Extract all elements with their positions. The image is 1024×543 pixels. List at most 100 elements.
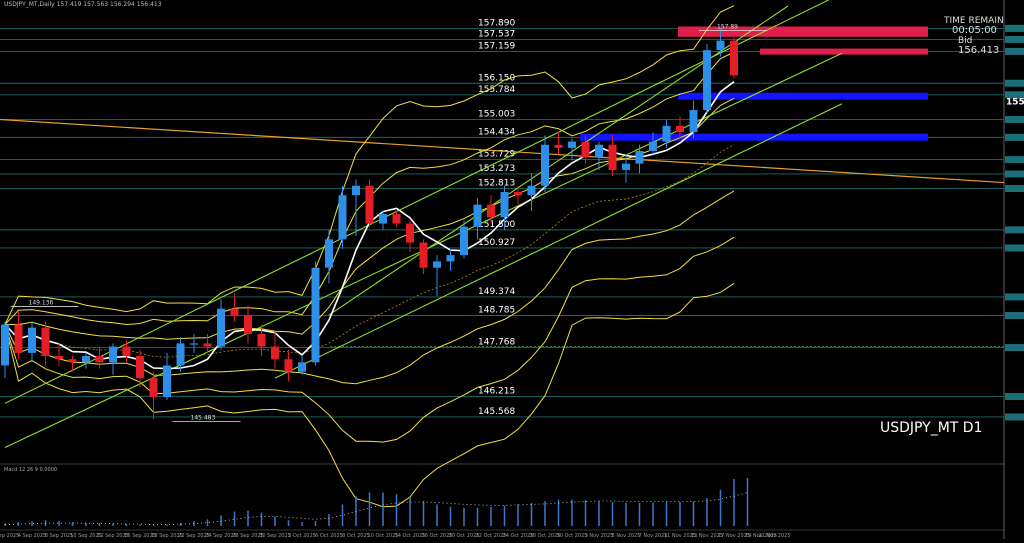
x-tick-label: 17 Nov 2025 xyxy=(718,533,750,539)
point-label: 149.136 xyxy=(29,299,54,306)
level-label: 153.729 xyxy=(478,150,515,160)
level-label: 145.568 xyxy=(478,407,515,417)
axis-price-tag xyxy=(1005,413,1024,421)
axis-price-tag xyxy=(1005,133,1024,141)
axis-price-tag xyxy=(1005,79,1024,87)
level-label: 157.159 xyxy=(478,41,515,51)
candle-body xyxy=(14,324,23,353)
x-tick-label: 20 Oct 2025 xyxy=(449,533,480,539)
x-tick-label: 14 Oct 2025 xyxy=(395,533,426,539)
support-zone-2 xyxy=(580,133,928,141)
candle-body xyxy=(136,356,144,379)
candle-body xyxy=(176,343,185,366)
level-label: 156.150 xyxy=(478,73,515,83)
resistance-zone-2 xyxy=(760,48,928,55)
level-label: 146.215 xyxy=(478,387,515,397)
candle-body xyxy=(554,144,563,148)
level-label: 157.537 xyxy=(478,30,515,40)
candle-body xyxy=(163,365,171,398)
axis-price-tag xyxy=(1005,293,1024,301)
candle-body xyxy=(595,144,603,158)
x-tick-label: 10 Oct 2025 xyxy=(368,533,399,539)
candle-body xyxy=(338,195,347,240)
x-tick-label: 3 Nov 2025 xyxy=(585,533,614,539)
x-tick-label: 19 Nov 2025 xyxy=(745,533,777,539)
x-tick-label: 11 Nov 2025 xyxy=(664,533,696,539)
candle-body xyxy=(689,110,698,133)
x-tick-label: 6 Oct 2025 xyxy=(315,533,343,539)
candle-body xyxy=(446,255,455,262)
macd-histogram xyxy=(4,478,749,526)
x-tick-label: 22 Oct 2025 xyxy=(476,533,507,539)
level-label: 149.374 xyxy=(478,287,515,297)
axis-price-tag xyxy=(1005,311,1024,319)
channel-line xyxy=(4,0,830,404)
x-tick-label: 16 Oct 2025 xyxy=(422,533,453,539)
x-tick-label: 10 Sep 2025 xyxy=(70,533,102,539)
symbol-label: USDJPY_MT D1 xyxy=(880,420,983,436)
level-label: 153.273 xyxy=(478,164,515,174)
candle-body xyxy=(365,185,374,224)
level-label: 151.500 xyxy=(478,220,515,230)
channel-line xyxy=(274,103,843,379)
x-tick-label: 2 Oct 2025 xyxy=(288,533,316,539)
right-edge-price: 155. xyxy=(1006,98,1024,108)
x-tick-label: 16 Sep 2025 xyxy=(124,533,156,539)
axis-price-tag xyxy=(1005,226,1024,234)
x-tick-label: 24 Oct 2025 xyxy=(503,533,534,539)
x-tick-label: 7 Nov 2025 xyxy=(639,533,668,539)
axis-price-tag xyxy=(1005,393,1024,401)
candle-body xyxy=(649,141,657,152)
time-remain-value: 00:05:00 xyxy=(952,25,997,36)
level-label: 147.768 xyxy=(478,338,515,348)
resistance-zone xyxy=(678,26,928,37)
x-tick-label: 30 Oct 2025 xyxy=(557,533,588,539)
chart-header: USDJPY_MT,Daily 157.419 157.563 156.294 … xyxy=(4,1,162,8)
level-label: 152.813 xyxy=(478,178,515,188)
candle-body xyxy=(257,333,266,347)
axis-price-tag xyxy=(1005,91,1024,99)
candle-body xyxy=(473,204,482,227)
candle-body xyxy=(203,343,212,347)
candle-body xyxy=(622,163,630,170)
candle-body xyxy=(635,151,644,164)
candle-body xyxy=(419,242,428,268)
x-tick-label: 26 Sep 2025 xyxy=(232,533,264,539)
x-tick-label: 24 Sep 2025 xyxy=(205,533,237,539)
candle-body xyxy=(676,125,684,133)
candle-body xyxy=(716,40,725,51)
x-tick-label: 21 Nov 2025 xyxy=(758,533,790,539)
level-label: 155.003 xyxy=(478,109,515,119)
candles xyxy=(1,28,738,420)
candle-body xyxy=(95,356,104,363)
candle-body xyxy=(82,356,90,363)
candle-body xyxy=(122,346,131,357)
candle-body xyxy=(392,214,401,224)
time-remain-label: TIME REMAIN xyxy=(943,16,1004,26)
candle-body xyxy=(608,144,617,170)
x-tick-label: 12 Sep 2025 xyxy=(97,533,129,539)
candle-body xyxy=(352,185,360,196)
x-tick-label: 8 Oct 2025 xyxy=(342,533,370,539)
channel-line xyxy=(328,5,789,316)
x-tick-label: 1 Sep 2025 xyxy=(0,533,19,539)
candle-body xyxy=(149,378,158,398)
axis-price-tag xyxy=(1005,36,1024,44)
level-label: 155.784 xyxy=(478,85,515,95)
candle-body xyxy=(406,223,414,243)
axis-price-tag xyxy=(1005,170,1024,178)
x-tick-label: 4 Sep 2025 xyxy=(18,533,47,539)
candle-body xyxy=(55,356,63,360)
candle-body xyxy=(527,185,536,196)
trend-line xyxy=(0,118,1005,184)
candle-body xyxy=(325,239,333,268)
candle-body xyxy=(109,346,117,363)
point-label: 157.89 xyxy=(717,23,738,30)
level-label: 148.785 xyxy=(478,305,515,315)
candle-body xyxy=(1,324,9,366)
x-tick-label: 5 Nov 2025 xyxy=(612,533,641,539)
bid-value: 156.413 xyxy=(958,45,999,56)
axis-price-tag xyxy=(1005,115,1024,123)
candle-body xyxy=(460,226,468,256)
